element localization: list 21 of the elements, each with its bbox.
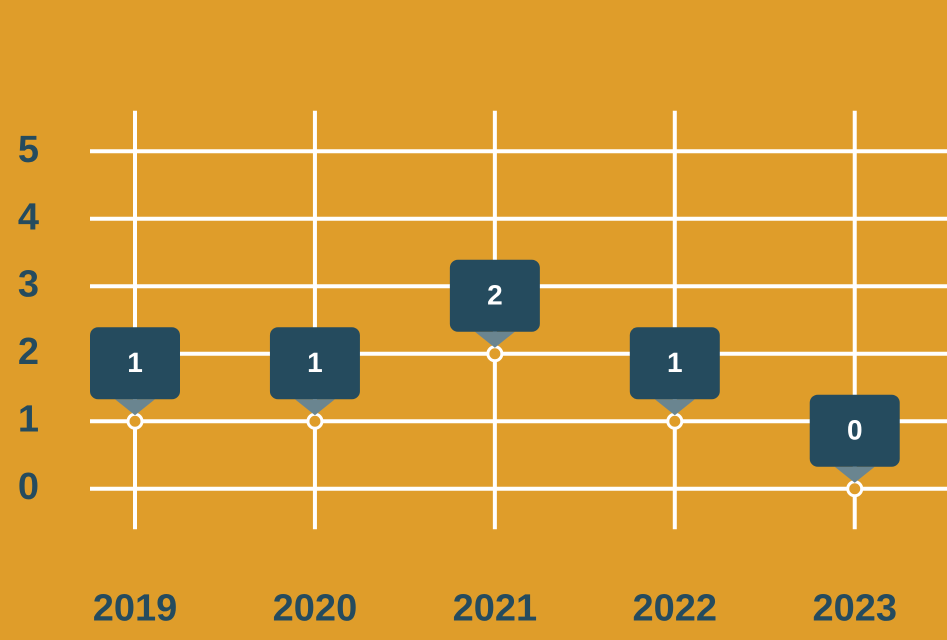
point	[306, 412, 324, 430]
data-label: 2	[487, 279, 503, 310]
point	[486, 345, 504, 362]
data-label: 0	[846, 414, 863, 446]
point	[126, 412, 144, 430]
point	[846, 480, 864, 498]
x-tick-label: 2021	[452, 587, 538, 630]
x-tick-label: 2019	[92, 587, 178, 630]
data-label: 1	[667, 346, 683, 378]
data-label: 1	[127, 346, 143, 378]
y-tick-label: 3	[18, 264, 39, 306]
y-tick-label: 4	[18, 196, 39, 238]
point	[666, 412, 684, 430]
data-label: 1	[307, 346, 323, 378]
y-tick-label: 0	[18, 466, 39, 508]
y-tick-label: 1	[18, 398, 39, 441]
x-tick-label: 2020	[272, 587, 358, 630]
y-tick-label: 2	[18, 331, 39, 374]
x-tick-label: 2022	[632, 587, 718, 630]
x-tick-label: 2023	[812, 587, 898, 630]
y-tick-label: 5	[18, 128, 39, 171]
